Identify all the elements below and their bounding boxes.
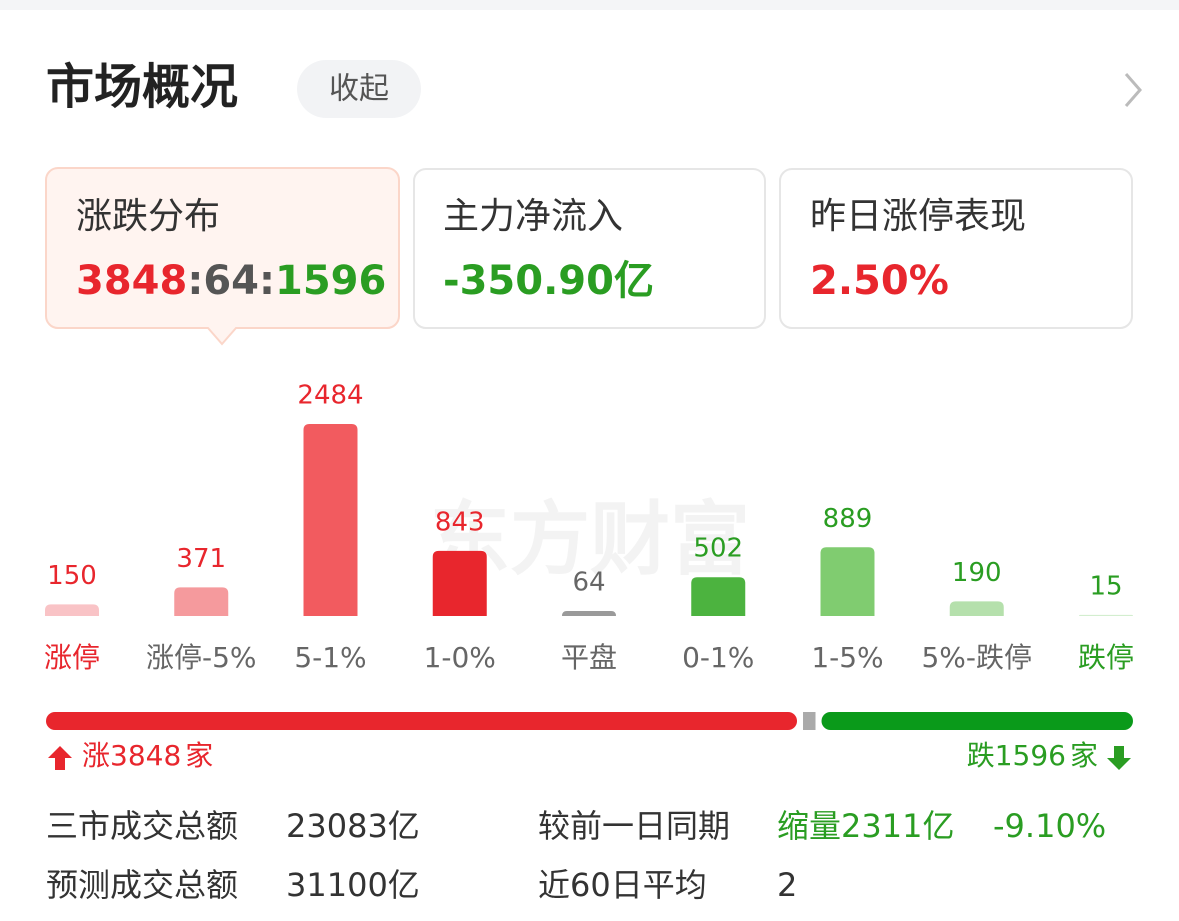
flat-count: 64 <box>203 258 259 304</box>
bar <box>949 601 1004 616</box>
category-label: 跌停 <box>1078 641 1134 674</box>
unit: 家 <box>185 739 213 772</box>
value-label: 64 <box>572 568 605 598</box>
value-label: 150 <box>47 561 97 591</box>
value-label: 2484 <box>297 381 363 411</box>
category-label: 涨停 <box>44 641 100 674</box>
bar <box>432 550 487 616</box>
card-value: -350.90亿 <box>443 258 654 304</box>
card-inflow[interactable] <box>413 168 766 329</box>
card-title: 涨跌分布 <box>76 196 220 237</box>
down-prefix: 跌 <box>967 739 995 772</box>
category-label: 1-5% <box>811 641 883 674</box>
bar <box>174 587 229 616</box>
up-count: 3848 <box>76 258 187 304</box>
bar <box>691 577 746 616</box>
bar <box>562 611 616 616</box>
category-label: 5-1% <box>294 641 366 674</box>
category-label: 1-0% <box>424 641 496 674</box>
bar <box>303 424 358 616</box>
bar <box>45 604 99 616</box>
separator: : <box>259 258 275 304</box>
separator: : <box>187 258 203 304</box>
title: 市场概况 <box>46 59 238 115</box>
stat-value: 23083亿 <box>286 807 420 845</box>
card-title: 昨日涨停表现 <box>810 196 1026 237</box>
value-label: 889 <box>823 504 873 534</box>
stat-label: 近60日平均 <box>538 866 707 904</box>
card-limit-up[interactable] <box>779 168 1133 329</box>
category-label: 0-1% <box>682 641 754 674</box>
stat-value: 缩量2311亿 <box>777 807 954 845</box>
up-arrow <box>48 746 72 770</box>
card-title: 主力净流入 <box>443 196 623 237</box>
bar <box>820 547 875 616</box>
ratio-bar <box>46 712 1133 730</box>
flat-segment <box>803 712 816 730</box>
toggle-button[interactable] <box>297 60 421 118</box>
bar-chart: 150 涨停 371 涨停-5% 2484 5-1% 843 1-0% 64 平盘 502 0-1% 8… <box>44 381 1134 675</box>
down-arrow <box>1107 746 1131 770</box>
value-label: 371 <box>176 544 226 574</box>
down-segment <box>821 712 1133 730</box>
up-prefix: 涨 <box>82 739 110 772</box>
toggle-label[interactable]: 收起 <box>329 72 389 107</box>
category-label: 涨停-5% <box>146 641 257 674</box>
card-distribution[interactable] <box>45 167 400 346</box>
value-label: 502 <box>693 534 743 564</box>
down-count: 1596 <box>995 739 1066 772</box>
category-label: 平盘 <box>561 641 617 674</box>
up-count: 3848 <box>110 739 181 772</box>
stat-value: 2 <box>777 866 797 904</box>
card-value: 3848:64:1596 <box>76 258 386 304</box>
stat-label: 预测成交总额 <box>46 866 238 904</box>
chevron[interactable] <box>1124 73 1142 107</box>
card-value: 2.50% <box>810 258 949 304</box>
value-label: 843 <box>435 507 485 537</box>
value-label: 15 <box>1089 571 1122 601</box>
category-label: 5%-跌停 <box>921 641 1032 674</box>
stat-label: 三市成交总额 <box>46 807 238 845</box>
stat-change: -9.10% <box>993 807 1106 845</box>
down-label: 跌1596 家 <box>967 739 1098 772</box>
top-strip <box>0 0 1179 10</box>
unit: 家 <box>1070 739 1098 772</box>
value-label: 190 <box>952 558 1002 588</box>
up-segment <box>46 712 798 730</box>
stat-value: 31100亿 <box>286 866 420 904</box>
down-count: 1596 <box>275 258 386 304</box>
up-label: 涨3848 家 <box>82 739 213 772</box>
bar <box>1079 614 1133 616</box>
stat-label: 较前一日同期 <box>538 807 730 845</box>
